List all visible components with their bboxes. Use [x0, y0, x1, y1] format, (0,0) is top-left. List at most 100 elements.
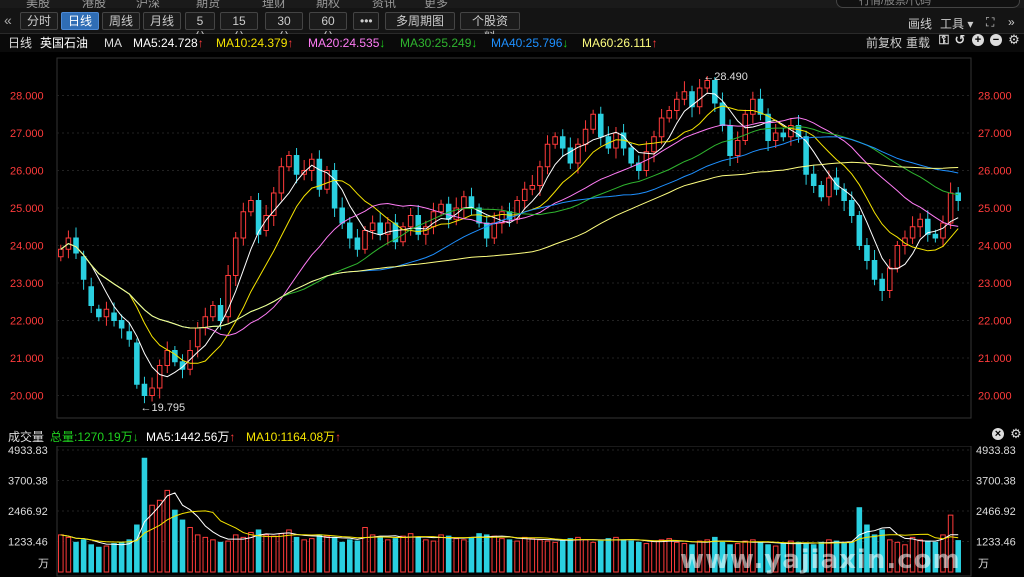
top-tab[interactable]: 港股	[82, 0, 107, 8]
candle-body	[750, 98, 756, 115]
ma-info-bar: 日线 英国石油 MA MA5:24.728↑ MA10:24.379↑ MA20…	[0, 32, 1024, 52]
candle-body	[270, 192, 277, 216]
more-periods-button[interactable]: •••	[353, 12, 379, 30]
y-tick-label-left: 23.000	[10, 278, 44, 290]
zoom-in-icon[interactable]: +	[972, 34, 984, 46]
candle-body	[803, 136, 809, 175]
period-tab-daily[interactable]: 日线	[61, 12, 99, 30]
stock-info-button[interactable]: 个股资料	[460, 12, 520, 44]
volume-bar	[917, 539, 923, 573]
y-tick-label-right: 26.000	[978, 166, 1012, 178]
period-tab-15min[interactable]: 15分	[220, 12, 258, 44]
volume-bar	[826, 539, 832, 573]
top-tab[interactable]: 沪深	[136, 0, 161, 8]
ma20-value: MA20:24.535↓	[308, 36, 386, 50]
candle-body	[932, 233, 939, 239]
adjust-price-button[interactable]: 前复权	[866, 36, 903, 50]
volume-bar	[225, 540, 231, 573]
volume-bar	[286, 529, 292, 573]
candle-body	[499, 211, 505, 224]
candle-body	[111, 312, 117, 321]
volume-bar	[65, 536, 72, 573]
candle-body	[156, 365, 163, 389]
settings-icon[interactable]: ⚙	[1008, 32, 1020, 47]
top-tab[interactable]: 期货	[196, 0, 221, 8]
volume-bar	[727, 544, 733, 573]
volume-settings-icon[interactable]: ⚙	[1010, 426, 1022, 441]
candle-body	[651, 136, 657, 153]
volume-bar	[476, 533, 482, 573]
collapse-left-icon[interactable]: «	[4, 12, 12, 28]
candle-body	[491, 222, 498, 239]
top-tab[interactable]: 美股	[26, 0, 51, 8]
candle-body	[324, 170, 330, 190]
candle-body	[141, 383, 148, 396]
fullscreen-icon[interactable]: ⛶	[986, 15, 995, 29]
candle-body	[134, 342, 140, 385]
volume-total: 总量:1270.19万↓	[50, 430, 139, 444]
volume-label: 成交量	[8, 430, 45, 444]
y-tick-label-left: 27.000	[10, 128, 44, 140]
top-tab[interactable]: 更多	[424, 0, 449, 8]
candle-body	[674, 98, 680, 111]
volume-bar	[613, 536, 619, 573]
candle-body	[392, 222, 399, 243]
volume-bar	[902, 544, 908, 573]
volume-bar	[407, 533, 414, 573]
volume-bar	[879, 529, 885, 573]
candle-body	[225, 275, 231, 318]
candle-body	[856, 215, 863, 246]
period-tab-60min[interactable]: 60分	[309, 12, 347, 44]
volume-bar	[719, 541, 726, 573]
volume-bar	[575, 536, 581, 573]
expand-right-icon[interactable]: »	[1008, 15, 1015, 29]
candle-body	[795, 125, 802, 138]
period-tab-30min[interactable]: 30分	[265, 12, 303, 44]
ma-indicator-label[interactable]: MA	[104, 36, 122, 50]
period-tab-5min[interactable]: 5分	[185, 12, 215, 44]
candle-body	[529, 185, 536, 190]
candle-body	[286, 155, 292, 168]
period-tab-intraday[interactable]: 分时	[20, 12, 58, 30]
top-tab[interactable]: 期权	[316, 0, 341, 8]
volume-bar	[940, 534, 946, 573]
high-price-label: ←28.490	[703, 71, 748, 83]
candle-body	[582, 128, 589, 145]
volume-tick-right: 1233.46	[976, 536, 1016, 548]
volume-chart[interactable]: 4933.83 4933.83 3700.38 3700.38 2466.92 2466.…	[0, 446, 1024, 577]
tools-dropdown[interactable]: 工具 ▾	[940, 17, 974, 31]
candle-body	[924, 218, 931, 235]
zoom-out-icon[interactable]: −	[990, 34, 1002, 46]
volume-bar	[172, 509, 178, 573]
volume-bar	[58, 534, 64, 573]
candle-body	[955, 192, 961, 201]
period-tab-weekly[interactable]: 周线	[102, 12, 140, 30]
close-volume-icon[interactable]: ×	[992, 428, 1004, 440]
volume-bar	[430, 540, 437, 573]
volume-bar	[96, 546, 102, 573]
top-tab[interactable]: 理财	[262, 0, 287, 8]
volume-bar	[658, 539, 665, 573]
volume-bar	[156, 499, 163, 573]
candle-body	[202, 316, 209, 329]
candle-body	[240, 211, 247, 239]
search-input[interactable]: 行情/股票/代码	[836, 0, 1020, 8]
volume-bar	[742, 540, 749, 573]
volume-bar	[704, 539, 711, 573]
ma10-line	[60, 105, 959, 364]
candlestick-chart[interactable]: 28.000 28.000 27.000 27.000 26.000 26.000 25.0…	[0, 52, 1024, 428]
candle-body	[362, 230, 368, 250]
reload-button[interactable]: 重载	[906, 36, 931, 50]
volume-bar	[567, 538, 574, 573]
y-tick-label-right: 21.000	[978, 353, 1012, 365]
top-tab[interactable]: 资讯	[372, 0, 397, 8]
multi-period-dropdown[interactable]: 多周期图 ▾	[385, 12, 455, 44]
draw-line-button[interactable]: 画线	[908, 17, 933, 31]
y-tick-label-left: 28.000	[10, 91, 44, 103]
period-tab-monthly[interactable]: 月线	[143, 12, 181, 30]
key-icon[interactable]: ⚿	[939, 32, 949, 47]
volume-bar	[392, 538, 399, 573]
candle-body	[537, 166, 543, 186]
undo-icon[interactable]: ↺	[954, 32, 966, 47]
candle-body	[864, 245, 870, 261]
